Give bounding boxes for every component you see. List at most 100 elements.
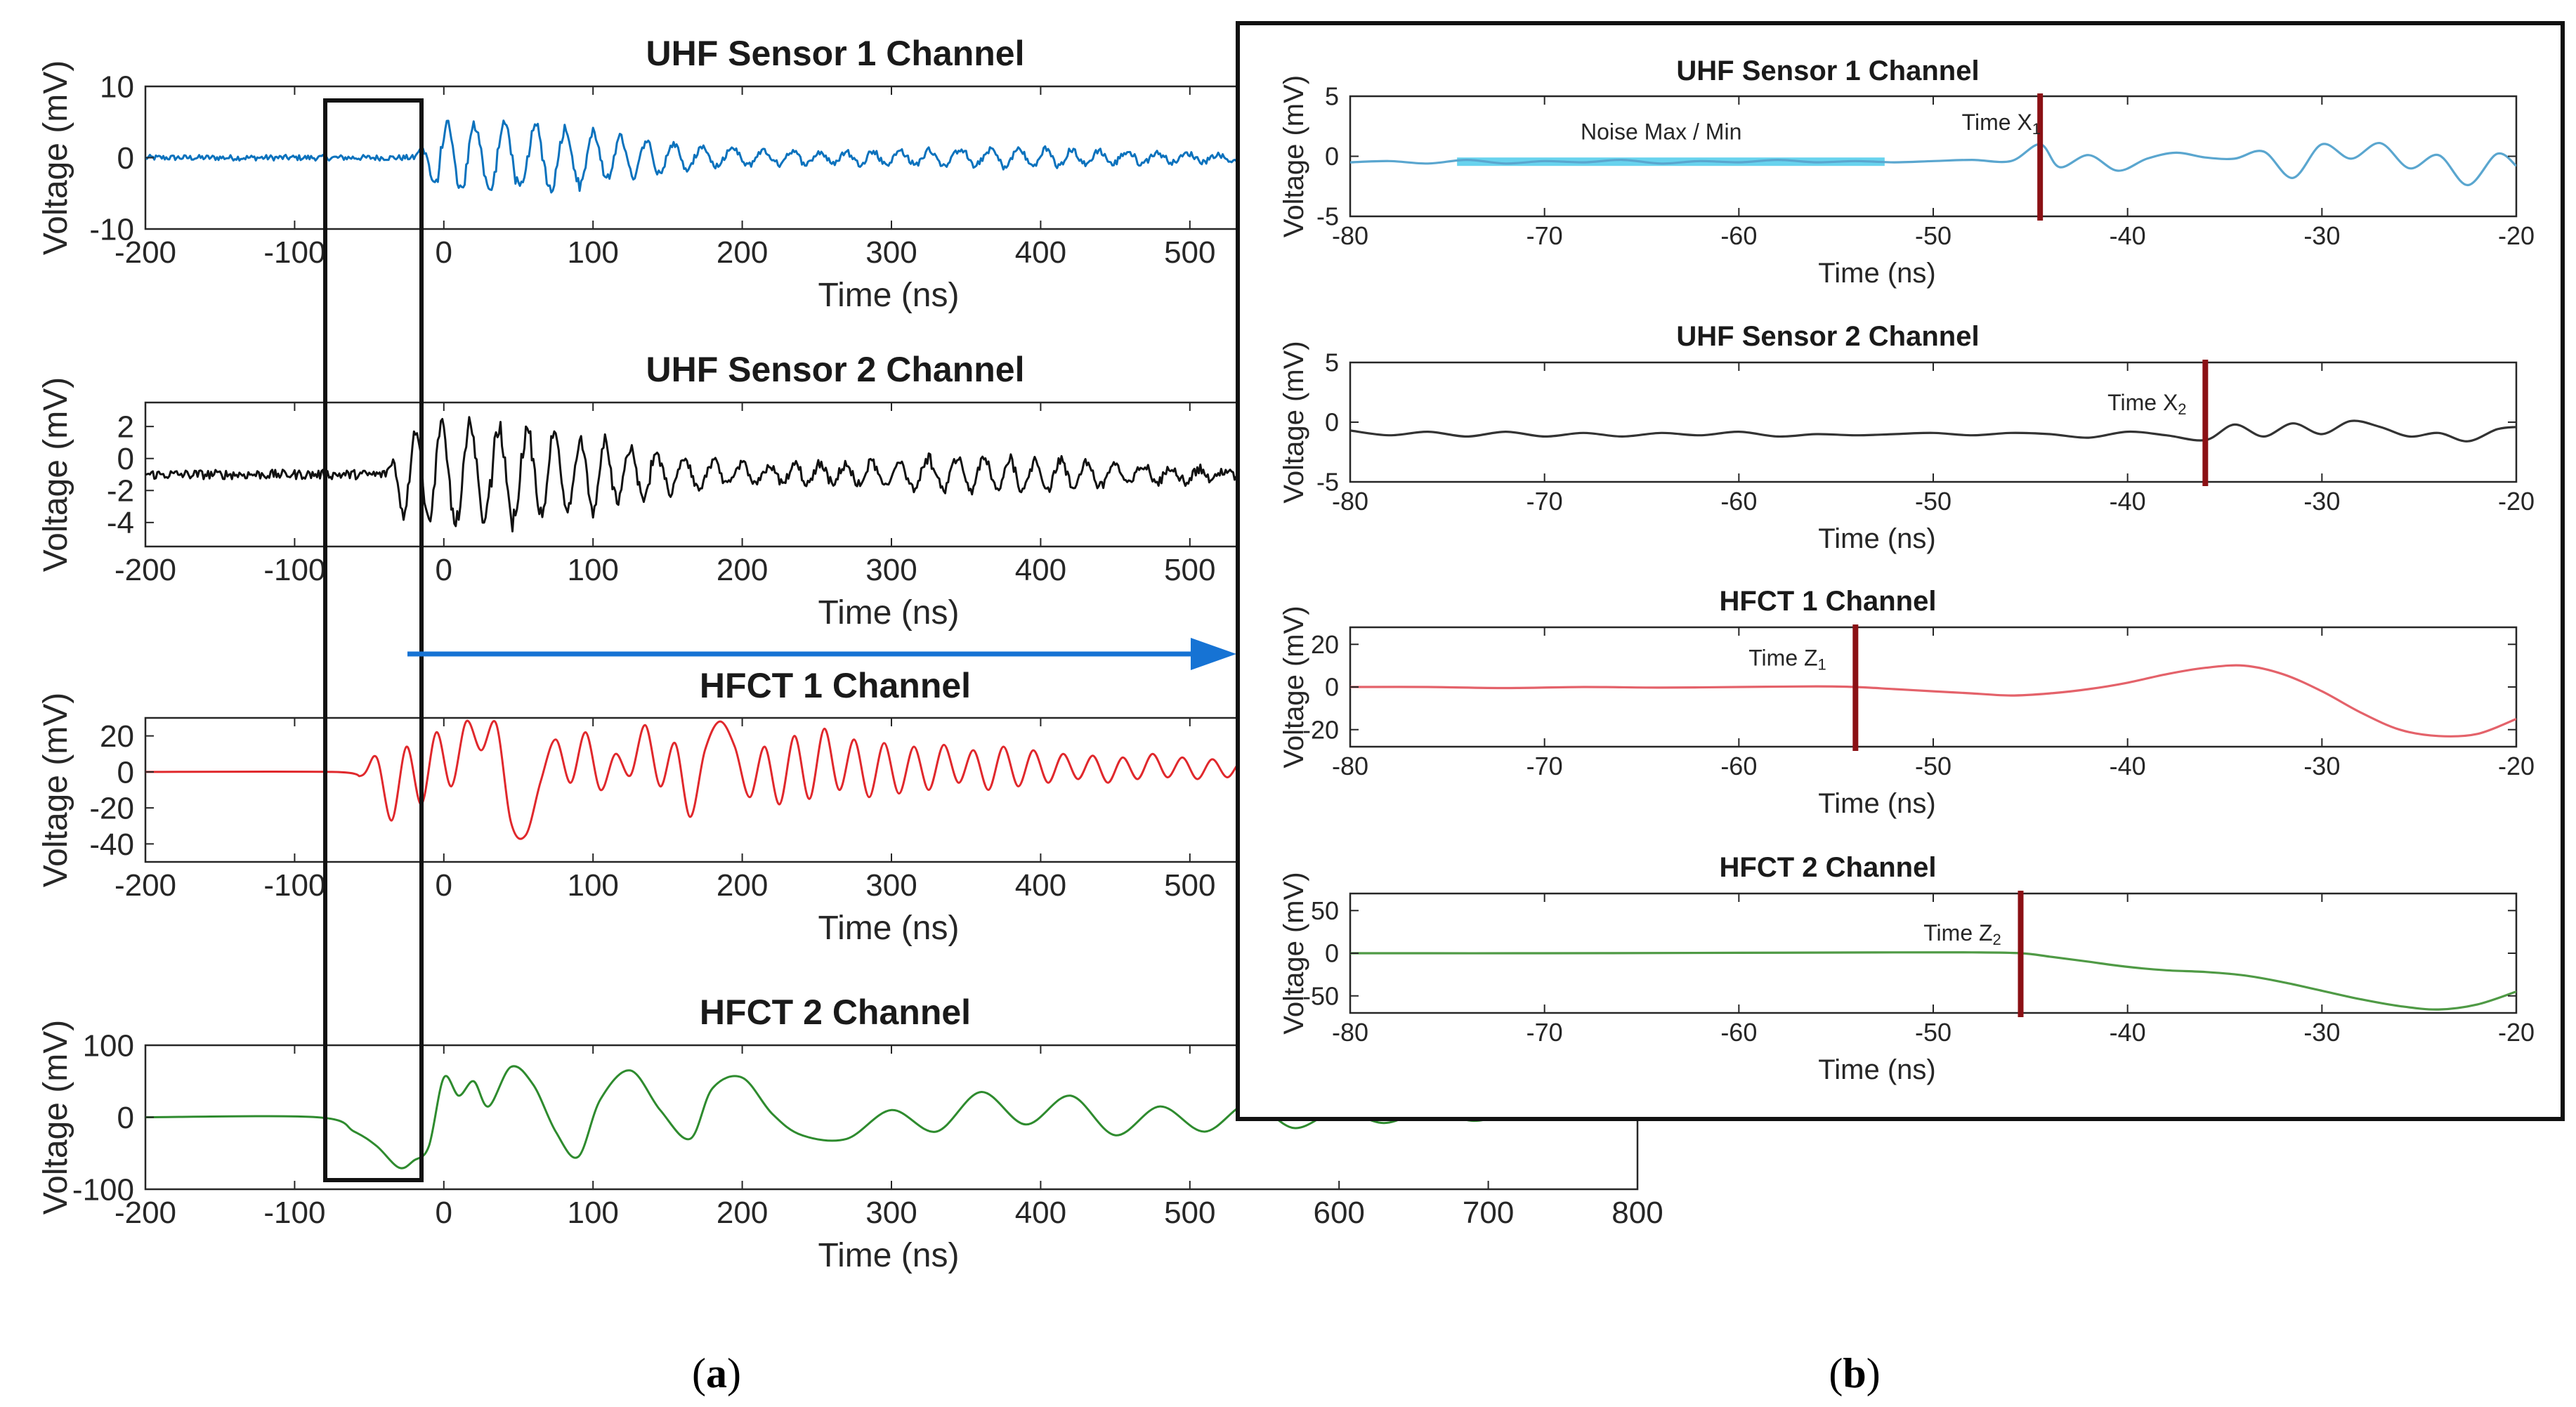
y-tick-label: -5 — [1316, 468, 1339, 497]
x-tick-label: -100 — [263, 235, 325, 270]
x-tick-label: 300 — [865, 1196, 917, 1230]
series-line-b4 — [1350, 951, 2516, 1011]
x-axis-label: Time (ns) — [1818, 1054, 1935, 1085]
x-tick-label: 300 — [865, 235, 917, 270]
noise-band — [1457, 157, 1885, 166]
x-tick-label: 0 — [436, 1196, 452, 1230]
x-axis-label: Time (ns) — [1818, 523, 1935, 554]
y-tick-label: -40 — [89, 827, 134, 862]
y-tick-label: 5 — [1325, 82, 1339, 111]
x-tick-label: -50 — [1915, 1018, 1951, 1047]
selection-box — [323, 98, 424, 1182]
annotation-sub: 2 — [1993, 931, 2001, 948]
chart-title: UHF Sensor 2 Channel — [1676, 321, 1979, 352]
annotation-text: Noise Max / Min — [1581, 119, 1741, 145]
annotation-sub: 1 — [2032, 120, 2041, 138]
x-tick-label: 100 — [567, 235, 618, 270]
x-tick-label: 400 — [1015, 553, 1066, 587]
y-tick-label: 0 — [117, 755, 134, 790]
x-tick-label: -50 — [1915, 752, 1951, 780]
y-tick-label: 0 — [1325, 142, 1339, 171]
y-tick-label: -20 — [1302, 715, 1339, 744]
x-tick-label: -50 — [1915, 221, 1951, 250]
y-axis-label: Voltage (mV) — [1279, 872, 1309, 1034]
x-tick-label: 500 — [1164, 553, 1215, 587]
x-tick-label: 0 — [436, 868, 452, 903]
y-axis-label: Voltage (mV) — [37, 377, 74, 572]
x-axis-label: Time (ns) — [818, 1237, 960, 1274]
y-tick-label: -50 — [1302, 981, 1339, 1010]
x-tick-label: -40 — [2110, 1018, 2146, 1047]
x-tick-label: -40 — [2110, 752, 2146, 780]
series-line-a3 — [145, 719, 1258, 840]
chart-b4: -80 -70 -60 -50 -40 -30 -20 50 0 -50 HFCT 2 Channe… — [1279, 852, 2535, 1085]
y-tick-label: 20 — [1311, 630, 1339, 659]
x-tick-label: -100 — [263, 868, 325, 903]
x-axis-label: Time (ns) — [818, 277, 960, 314]
x-tick-label: -20 — [2498, 752, 2535, 780]
x-tick-label: 700 — [1463, 1196, 1514, 1230]
x-tick-label: 300 — [865, 553, 917, 587]
annotation-text: Time X — [2107, 390, 2178, 415]
x-tick-label: -50 — [1915, 487, 1951, 516]
x-tick-label: 400 — [1015, 235, 1066, 270]
plot-frame-b2 — [1349, 361, 2518, 483]
y-tick-label: -2 — [107, 474, 134, 509]
x-tick-label: -200 — [115, 235, 176, 270]
y-tick-label: 100 — [83, 1028, 134, 1063]
x-tick-label: -30 — [2303, 752, 2340, 780]
chart-title: HFCT 1 Channel — [1720, 586, 1937, 617]
y-tick-label: -10 — [89, 212, 134, 247]
chart-title: UHF Sensor 1 Channel — [646, 34, 1025, 73]
y-tick-label: 2 — [117, 410, 134, 445]
x-tick-label: -200 — [115, 553, 176, 587]
x-tick-label: -30 — [2303, 1018, 2340, 1047]
x-tick-label: -200 — [115, 1196, 176, 1230]
y-tick-label: 0 — [117, 442, 134, 476]
y-tick-label: 5 — [1325, 348, 1339, 377]
y-axis-label: Voltage (mV) — [1279, 341, 1309, 503]
x-tick-label: -80 — [1332, 1018, 1368, 1047]
x-axis-label: Time (ns) — [818, 910, 960, 947]
x-tick-label: -80 — [1332, 221, 1368, 250]
x-tick-label: -60 — [1720, 221, 1757, 250]
x-tick-label: -20 — [2498, 1018, 2535, 1047]
annotation: Noise Max / Min — [1581, 119, 1741, 145]
chart-title: HFCT 1 Channel — [700, 666, 971, 705]
annotation-text: Time Z — [1748, 646, 1817, 671]
series-line-b2 — [1350, 419, 2516, 443]
x-tick-label: 200 — [717, 553, 768, 587]
y-tick-label: -5 — [1316, 202, 1339, 231]
y-tick-label: 0 — [1325, 408, 1339, 437]
x-tick-label: -60 — [1720, 1018, 1757, 1047]
caption-a: (a) — [692, 1350, 741, 1396]
y-axis-label: Voltage (mV) — [37, 693, 74, 887]
chart-b1: -80 -70 -60 -50 -40 -30 -20 5 0 -5 UHF Sensor 1 Ch… — [1279, 55, 2535, 289]
chart-title: UHF Sensor 2 Channel — [646, 350, 1025, 389]
y-tick-label: 0 — [117, 141, 134, 176]
x-tick-label: -100 — [263, 553, 325, 587]
x-axis-label: Time (ns) — [818, 594, 960, 631]
x-tick-label: 500 — [1164, 868, 1215, 903]
y-axis-label: Voltage (mV) — [37, 60, 74, 255]
plot-frame-b1 — [1349, 95, 2518, 218]
annotation-text: Time X — [1962, 110, 2032, 135]
x-tick-label: 400 — [1015, 1196, 1066, 1230]
y-tick-label: 0 — [1325, 939, 1339, 968]
y-tick-label: -100 — [72, 1172, 134, 1207]
series-line-b3 — [1350, 664, 2516, 738]
series-line-b1 — [1350, 142, 2516, 187]
y-tick-label: 0 — [117, 1101, 134, 1135]
zoom-arrow-head — [1191, 638, 1236, 670]
annotation: Time X1 — [1962, 110, 2041, 138]
x-tick-label: -60 — [1720, 487, 1757, 516]
x-tick-label: -20 — [2498, 221, 2535, 250]
x-tick-label: -70 — [1526, 221, 1563, 250]
annotation-sub: 1 — [1818, 656, 1826, 674]
x-tick-label: 100 — [567, 1196, 618, 1230]
x-tick-label: -30 — [2303, 221, 2340, 250]
y-tick-label: 10 — [100, 70, 134, 104]
overlay — [323, 98, 1236, 1182]
